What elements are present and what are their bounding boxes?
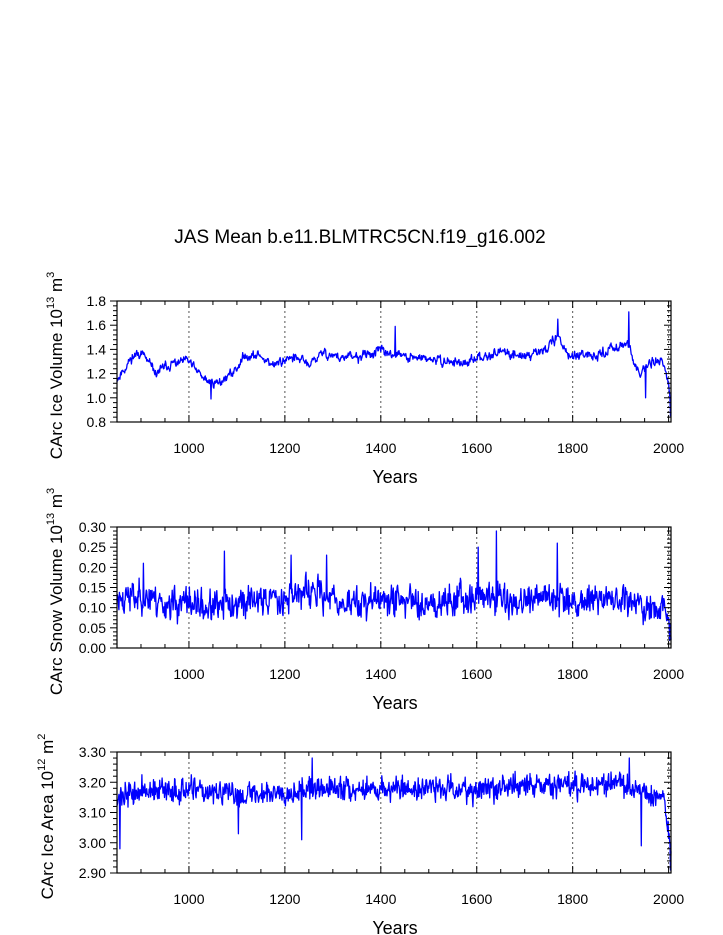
x-tick-label: 2000 [653,440,684,456]
y-tick-label: 1.0 [87,390,107,406]
y-axis-label-exponent: 12 [36,759,48,771]
x-tick-label: 1600 [461,891,492,907]
plot-frame [116,751,672,874]
x-tick-label: 2000 [653,891,684,907]
x-axis-label: Years [372,467,417,487]
plot-frame [116,300,672,423]
y-axis-label-text: m [47,278,66,297]
x-tick-label: 1400 [365,440,396,456]
panel-snow-volume: 1000 1200 1400 1600 1800 2000 0.00 0.05 0.10 0.15… [45,488,684,713]
y-tick-label: 0.10 [79,600,106,616]
figure-title: JAS Mean b.e11.BLMTRC5CN.f19_g16.002 [174,227,545,248]
series-line-ice-area [116,757,672,871]
y-axis-label-exponent: 2 [36,734,48,740]
y-axis-label-text: CArc Ice Area 10 [38,771,57,900]
x-axis-label: Years [372,918,417,935]
x-tick-label: 1400 [365,666,396,682]
y-tick-label: 3.20 [79,774,106,790]
x-tick-label: 1200 [269,440,300,456]
y-axis-label-exponent: 13 [45,297,57,309]
plot-frame [116,526,672,649]
y-axis-label-exponent: 3 [45,272,57,278]
y-tick-label: 1.6 [87,317,107,333]
x-tick-label: 1400 [365,891,396,907]
y-tick-label: 0.30 [79,519,106,535]
x-tick-label: 1200 [269,666,300,682]
x-tick-label: 1600 [461,440,492,456]
x-tick-label: 1800 [557,666,588,682]
x-tick-label: 1800 [557,891,588,907]
y-tick-label: 1.8 [87,293,107,309]
y-axis-label: CArc Ice Volume 1013 m3 [45,272,66,460]
y-axis-label-text: m [38,740,57,759]
y-tick-label: 3.00 [79,835,106,851]
x-tick-label: 1200 [269,891,300,907]
y-tick-label: 0.25 [79,539,106,555]
y-tick-label: 0.05 [79,620,106,636]
x-axis-label: Years [372,693,417,713]
x-tick-label: 1000 [173,440,204,456]
panel-ice-volume: 1000 1200 1400 1600 1800 2000 0.8 1.0 1.2 1.4 1.6 1… [45,272,684,487]
x-tick-label: 1000 [173,891,204,907]
y-tick-label: 1.2 [87,366,107,382]
x-tick-label: 2000 [653,666,684,682]
y-tick-label: 0.8 [87,414,107,430]
series-line-ice-volume [116,311,672,417]
y-tick-label: 0.20 [79,559,106,575]
y-tick-label: 2.90 [79,865,106,881]
y-tick-label: 0.15 [79,580,106,596]
y-axis-label-text: m [47,494,66,513]
y-axis-label-text: CArc Ice Volume 10 [47,309,66,459]
y-axis-label: CArc Snow Volume 1013 m3 [45,488,66,695]
series-line-snow-volume [116,530,672,641]
y-tick-label: 3.10 [79,805,106,821]
y-axis-label-exponent: 13 [45,513,57,525]
y-tick-label: 3.30 [79,744,106,760]
y-axis-label-exponent: 3 [45,488,57,494]
y-tick-label: 1.4 [87,341,107,357]
panel-ice-area: 1000 1200 1400 1600 1800 2000 2.90 3.00 3.10 3.20… [36,734,684,935]
y-tick-label: 0.00 [79,640,106,656]
x-tick-label: 1800 [557,440,588,456]
x-tick-label: 1600 [461,666,492,682]
y-axis-label: CArc Ice Area 1012 m2 [36,734,57,900]
y-axis-label-text: CArc Snow Volume 10 [47,525,66,695]
x-tick-label: 1000 [173,666,204,682]
